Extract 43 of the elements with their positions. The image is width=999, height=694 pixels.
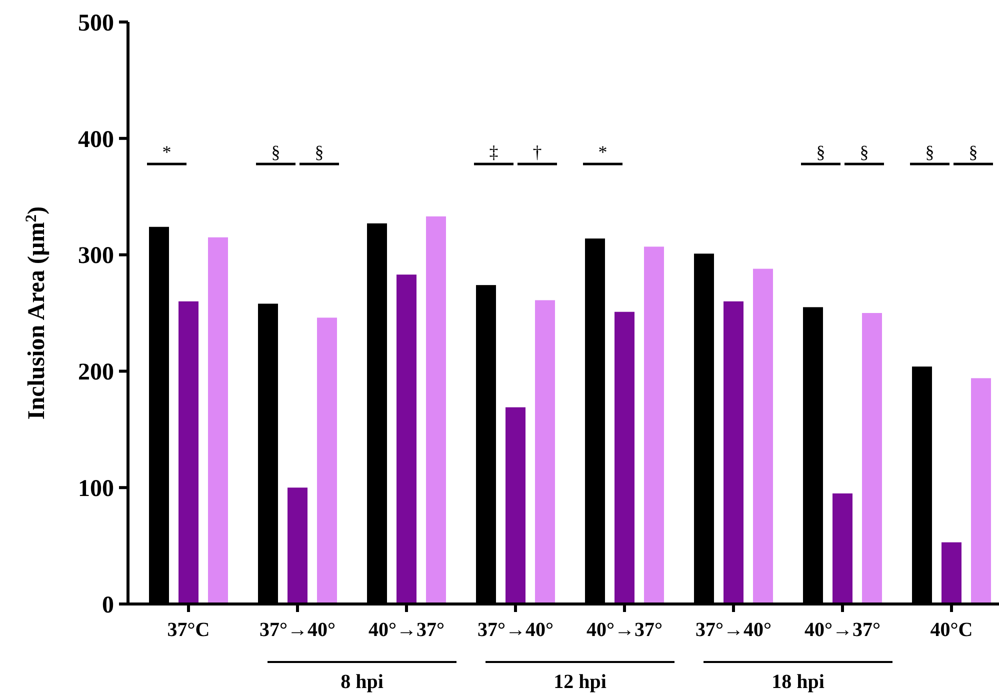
bar <box>506 407 526 604</box>
y-tick-label: 0 <box>102 592 114 618</box>
x-tick-label: 37°→40° <box>696 619 772 641</box>
bar <box>208 237 228 604</box>
annotation: * <box>162 142 172 162</box>
bar <box>535 300 555 604</box>
x-tick-label: 37°→40° <box>260 619 336 641</box>
annotation: § <box>925 142 934 162</box>
bar <box>317 318 337 604</box>
annotation: § <box>271 142 280 162</box>
text: 18 hpi <box>772 671 825 693</box>
bar <box>644 246 664 604</box>
bar <box>288 488 308 604</box>
y-tick-label: 100 <box>78 476 114 502</box>
bar <box>832 493 852 604</box>
bar <box>178 301 198 604</box>
x-tick-label: 40°→37° <box>804 619 880 641</box>
bar <box>942 542 962 604</box>
annotation: * <box>598 142 608 162</box>
annotation: § <box>968 142 978 162</box>
x-tick-label: 40°C <box>930 619 973 641</box>
x-tick-label: 40°→37° <box>368 619 444 641</box>
annotation: † <box>532 142 542 162</box>
y-tick-label: 400 <box>78 126 114 153</box>
annotation: § <box>860 142 869 162</box>
x-tick-label: 37°→40° <box>478 619 554 641</box>
bar <box>753 268 773 604</box>
bar <box>614 312 634 604</box>
annotation: ‡ <box>489 142 498 162</box>
text: 12 hpi <box>554 671 607 693</box>
bar <box>396 274 416 604</box>
annotation: § <box>314 142 324 162</box>
bar <box>426 216 446 604</box>
x-tick-label: 40°→37° <box>586 619 662 641</box>
y-tick-label: 500 <box>78 10 114 36</box>
annotation: § <box>816 142 826 162</box>
y-tick-label: 200 <box>78 360 114 386</box>
y-tick-label: 300 <box>78 243 114 270</box>
bar <box>971 378 991 604</box>
x-tick-label: 37°C <box>167 619 210 641</box>
text: 8 hpi <box>340 671 384 693</box>
bar <box>724 301 744 604</box>
bar <box>862 313 882 604</box>
